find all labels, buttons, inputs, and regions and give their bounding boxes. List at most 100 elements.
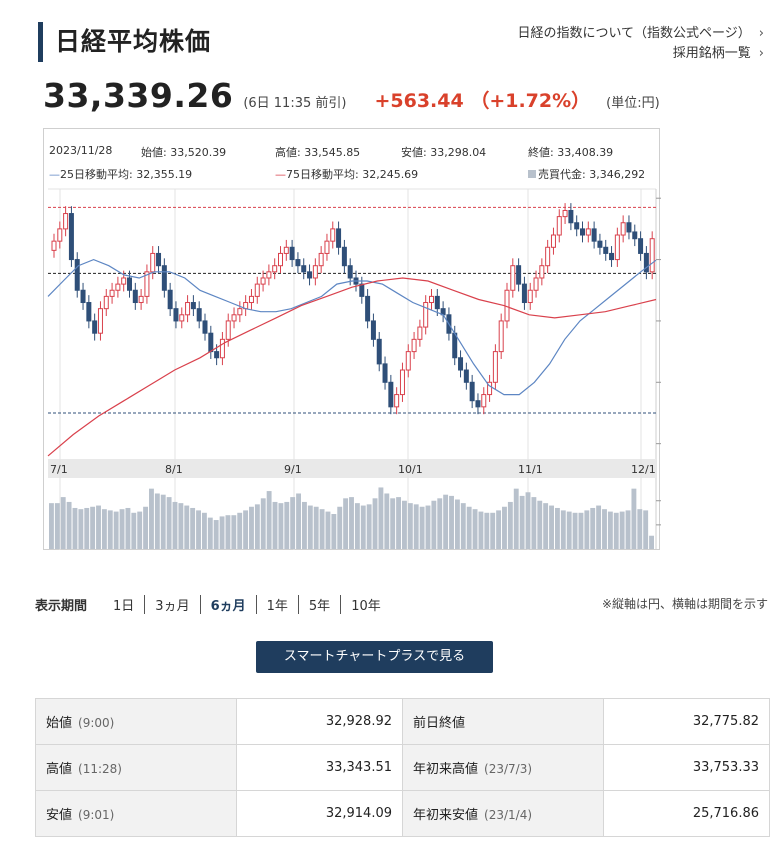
period-1d[interactable]: 1日 xyxy=(113,599,135,614)
volume-bar xyxy=(431,500,437,549)
volume-bar xyxy=(184,505,190,549)
volume-bar xyxy=(278,503,284,549)
volume-bar xyxy=(131,512,137,549)
volume-bar xyxy=(119,509,125,549)
volume-bar xyxy=(172,501,178,549)
candle-body xyxy=(347,265,353,279)
constituents-link-label: 採用銘柄一覧 xyxy=(672,46,751,61)
label-open-time: (9:00) xyxy=(78,716,115,730)
value-high: 33,343.51 xyxy=(236,744,403,791)
volume-bar xyxy=(443,494,449,549)
volume-bar xyxy=(566,511,572,549)
volume-bar xyxy=(143,506,149,549)
table-label-cell: 年初来安値 (23/1/4) xyxy=(402,790,604,837)
chart-high: 高値: 33,545.85 xyxy=(275,146,361,159)
period-3m[interactable]: 3ヵ月 xyxy=(144,595,199,614)
top-links: 日経の指数について（指数公式ページ） › 採用銘柄一覧 › xyxy=(517,24,764,64)
smart-chart-button[interactable]: スマートチャートプラスで見る xyxy=(256,641,493,673)
chart-open: 始値: 33,520.39 xyxy=(141,146,227,159)
candle-body xyxy=(365,295,371,322)
volume-bar xyxy=(207,517,213,549)
axis-note: ※縦軸は円、横軸は期間を示す xyxy=(601,597,768,611)
candle-body xyxy=(318,252,324,267)
x-tick-label: 7/1 xyxy=(50,463,68,476)
candle-body xyxy=(225,320,231,340)
candle-body xyxy=(399,369,405,396)
candle-body xyxy=(597,240,603,248)
candle-body xyxy=(556,216,562,236)
candle-body xyxy=(341,246,347,267)
candle-body xyxy=(307,271,313,279)
ma75-swatch: — xyxy=(275,168,286,181)
volume-bar xyxy=(272,501,278,549)
table-row: 始値 (9:00) 32,928.92 前日終値 32,775.82 xyxy=(35,698,770,745)
candle-body xyxy=(609,252,615,261)
candle-body xyxy=(405,351,411,371)
index-info-link[interactable]: 日経の指数について（指数公式ページ） › xyxy=(517,24,764,44)
value-ytd-low: 25,716.86 xyxy=(603,790,770,837)
volume-bar xyxy=(649,535,654,549)
candle-body xyxy=(545,246,551,267)
volume-bar xyxy=(113,511,119,549)
candle-body xyxy=(481,394,487,408)
period-6m[interactable]: 6ヵ月 xyxy=(199,595,256,614)
volume-bar xyxy=(301,501,307,549)
constituents-link[interactable]: 採用銘柄一覧 › xyxy=(517,44,764,64)
candle-body xyxy=(248,295,254,304)
volume-bar xyxy=(396,497,402,549)
stock-chart[interactable]: 2023/11/28 始値: 33,520.39 高値: 33,545.85 安… xyxy=(43,128,661,550)
volume-bar xyxy=(578,512,584,549)
chart-low: 安値: 33,298.04 xyxy=(401,146,487,159)
volume-bar xyxy=(460,503,466,549)
volume-bar xyxy=(572,512,578,549)
candle-body xyxy=(121,277,127,285)
volume-bar xyxy=(454,499,460,549)
candle-body xyxy=(132,289,138,304)
candle-body xyxy=(74,259,80,291)
volume-bar xyxy=(90,506,96,549)
volume-bar xyxy=(72,507,78,549)
legend-ma75-label: 75日移動平均: 32,245.69 xyxy=(286,168,419,181)
volume-bar xyxy=(190,507,196,549)
legend-ma25-label: 25日移動平均: 32,355.19 xyxy=(60,168,193,181)
volume-bar xyxy=(419,506,425,549)
candle-body xyxy=(510,265,516,291)
period-1y[interactable]: 1年 xyxy=(255,595,298,614)
candle-body xyxy=(458,357,464,371)
volume-bar xyxy=(631,488,637,549)
volume-bar xyxy=(637,509,643,549)
value-low: 32,914.09 xyxy=(236,790,403,837)
period-10y[interactable]: 10年 xyxy=(340,595,391,614)
chart-canvas: 34,00033,00032,00031,00030,0004,000,0002… xyxy=(47,188,661,550)
volume-bar xyxy=(260,498,266,549)
candle-body xyxy=(394,394,400,408)
volume-bar xyxy=(201,512,207,549)
candle-body xyxy=(150,252,156,273)
volume-bar xyxy=(219,516,225,549)
volume-bar xyxy=(531,497,537,549)
volume-bar xyxy=(366,504,372,549)
candle-body xyxy=(51,240,57,251)
volume-bar xyxy=(349,497,354,549)
candle-body xyxy=(272,265,278,273)
period-5y[interactable]: 5年 xyxy=(297,595,340,614)
volume-bar xyxy=(307,505,313,549)
volume-bar xyxy=(266,491,272,549)
candle-body xyxy=(103,295,109,310)
volume-bar xyxy=(213,520,219,549)
volume-bar xyxy=(284,501,290,549)
ma25-line xyxy=(47,258,657,396)
volume-bar xyxy=(507,501,513,549)
candle-body xyxy=(283,246,289,254)
volume-bar xyxy=(331,514,337,549)
volume-bar xyxy=(449,495,454,549)
volume-bar xyxy=(425,505,431,549)
volume-bar xyxy=(107,510,113,549)
volume-bar xyxy=(519,495,525,549)
candle-body xyxy=(603,246,609,254)
candle-body xyxy=(324,240,330,254)
legend-volume-label: 売買代金: 3,346,292 xyxy=(538,168,646,181)
candle-body xyxy=(312,265,318,279)
volume-bar xyxy=(343,498,349,549)
candle-body xyxy=(649,238,655,273)
